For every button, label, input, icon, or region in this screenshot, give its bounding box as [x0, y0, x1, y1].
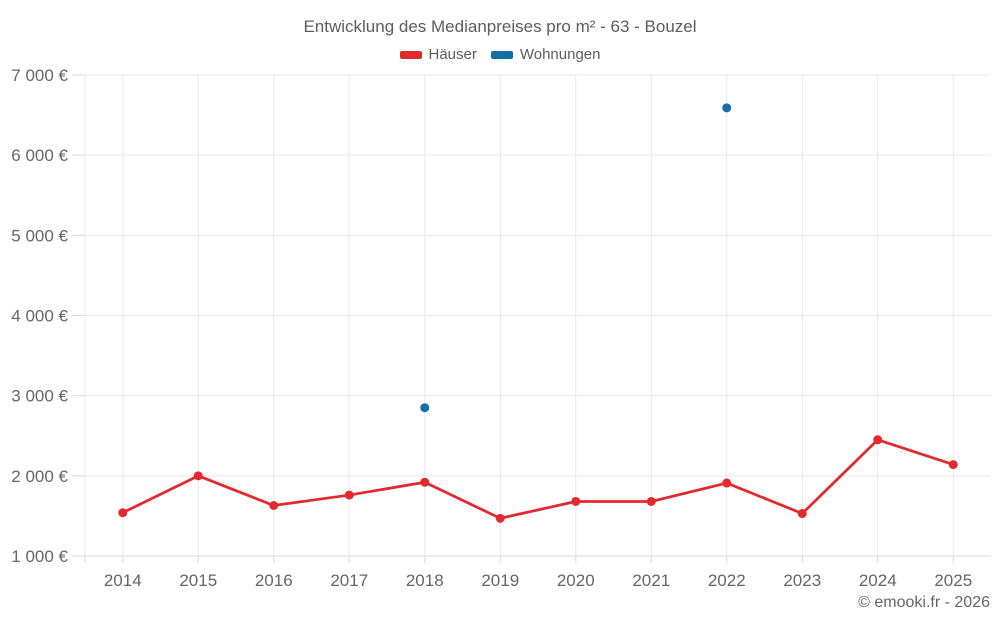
x-tick-label: 2021 — [632, 571, 670, 590]
data-point-h-user[interactable] — [344, 490, 354, 500]
y-tick-label: 5 000 € — [11, 226, 68, 245]
data-point-h-user[interactable] — [269, 500, 279, 510]
x-tick-label: 2024 — [859, 571, 897, 590]
data-point-h-user[interactable] — [948, 460, 958, 470]
data-point-h-user[interactable] — [646, 496, 656, 506]
data-point-h-user[interactable] — [495, 513, 505, 523]
x-tick-label: 2018 — [406, 571, 444, 590]
data-point-h-user[interactable] — [722, 478, 732, 488]
x-tick-label: 2015 — [179, 571, 217, 590]
x-tick-label: 2025 — [934, 571, 972, 590]
x-tick-label: 2016 — [255, 571, 293, 590]
copyright: © emooki.fr - 2026 — [858, 594, 990, 611]
data-point-h-user[interactable] — [193, 471, 203, 481]
data-point-wohnungen[interactable] — [722, 103, 732, 113]
legend-item-haeuser[interactable]: Häuser — [399, 46, 477, 63]
data-point-h-user[interactable] — [873, 435, 883, 445]
data-point-h-user[interactable] — [797, 509, 807, 519]
legend-label-haeuser: Häuser — [428, 46, 477, 63]
x-tick-label: 2023 — [783, 571, 821, 590]
data-point-h-user[interactable] — [420, 477, 430, 487]
data-point-h-user[interactable] — [118, 508, 128, 518]
y-tick-label: 6 000 € — [11, 146, 68, 165]
x-tick-label: 2017 — [330, 571, 368, 590]
y-tick-label: 2 000 € — [11, 467, 68, 486]
legend: Häuser Wohnungen — [0, 46, 1000, 63]
y-tick-label: 7 000 € — [11, 66, 68, 85]
chart-title: Entwicklung des Medianpreises pro m² - 6… — [303, 17, 697, 36]
legend-label-wohnungen: Wohnungen — [519, 46, 601, 63]
y-tick-label: 4 000 € — [11, 306, 68, 325]
data-point-h-user[interactable] — [571, 496, 581, 506]
legend-swatch-wohnungen — [490, 50, 513, 59]
y-tick-label: 3 000 € — [11, 387, 68, 406]
x-tick-label: 2019 — [481, 571, 519, 590]
series-line-h-user — [121, 438, 955, 520]
data-point-wohnungen[interactable] — [420, 403, 430, 413]
x-tick-label: 2020 — [557, 571, 595, 590]
x-tick-label: 2022 — [708, 571, 746, 590]
y-tick-label: 1 000 € — [11, 547, 68, 566]
legend-swatch-haeuser — [399, 50, 422, 59]
x-tick-label: 2014 — [104, 571, 142, 590]
legend-item-wohnungen[interactable]: Wohnungen — [490, 46, 601, 63]
